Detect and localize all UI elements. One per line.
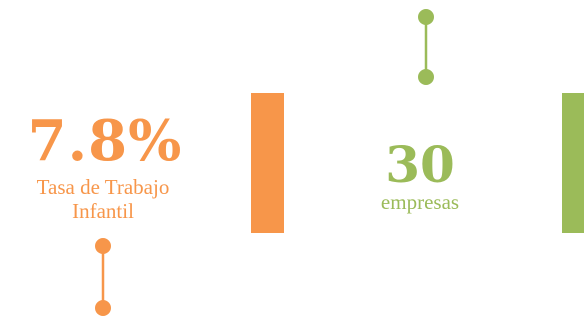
connector-dot-top — [418, 9, 434, 25]
orange-bar — [251, 93, 284, 233]
child-labor-rate-value: 7.8% — [27, 108, 183, 174]
connector-dot-top — [95, 238, 111, 254]
connector-dot-bottom — [95, 300, 111, 316]
child-labor-rate-label-line-1: Tasa de Trabajo — [36, 175, 170, 199]
pin-connector-icon — [418, 9, 434, 85]
child-labor-rate-label-line-2: Infantil — [72, 199, 134, 223]
companies-count-value: 30 — [385, 135, 455, 194]
pin-connector-icon — [95, 238, 111, 316]
green-bar — [562, 93, 584, 233]
child-labor-rate-label: Tasa de Trabajo Infantil — [0, 175, 206, 223]
companies-count-label: empresas — [380, 190, 460, 214]
connector-dot-bottom — [418, 69, 434, 85]
